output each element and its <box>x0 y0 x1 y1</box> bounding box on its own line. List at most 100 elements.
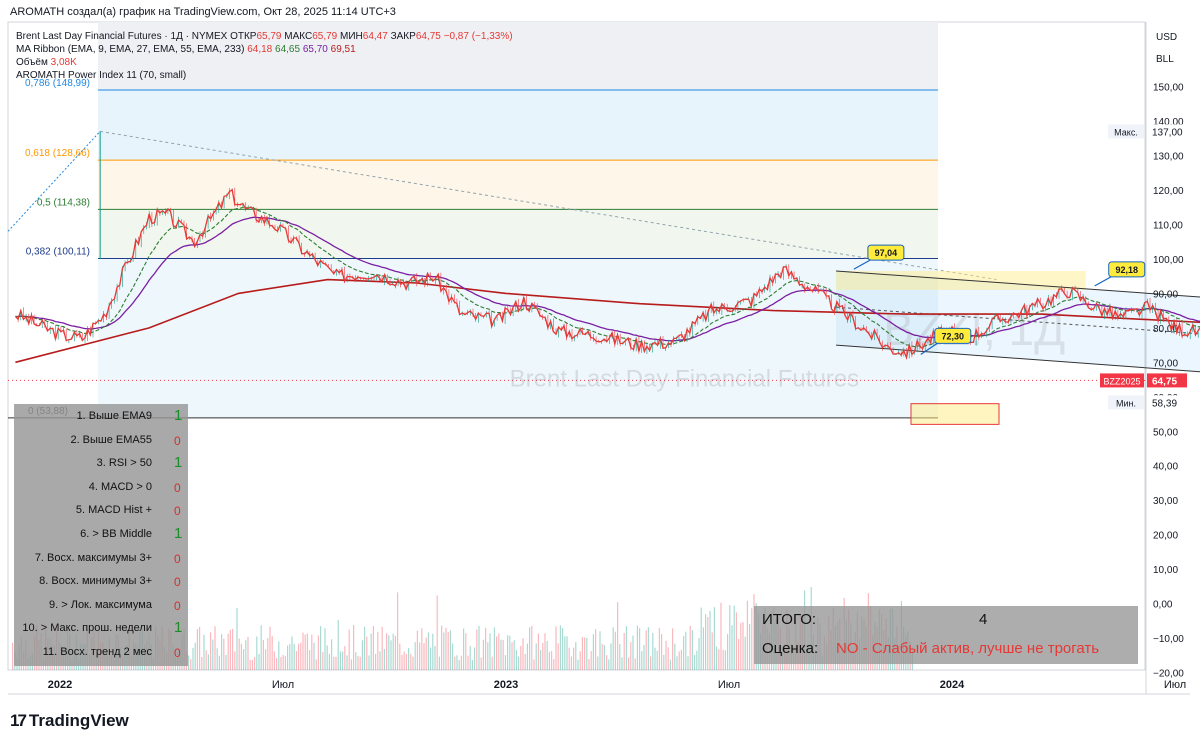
legend-ohlc[interactable]: Brent Last Day Financial Futures · 1Д · … <box>16 30 513 43</box>
volume-bar <box>432 633 434 670</box>
total-value: 4 <box>979 611 988 628</box>
volume-bar <box>751 608 753 670</box>
volume-bar <box>320 626 322 670</box>
y-tick-label: 130,00 <box>1153 152 1184 163</box>
volume-bar <box>456 655 458 670</box>
checklist-row: 8. Восх. минимумы 3+ 0 <box>14 575 188 597</box>
volume-bar <box>260 625 262 670</box>
volume-bar <box>210 632 212 670</box>
legend-indicator[interactable]: AROMATH Power Index 11 (70, small) <box>16 69 513 82</box>
fib-zone-382 <box>98 258 938 418</box>
volume-bar <box>515 649 517 670</box>
fib-zone-618 <box>98 160 938 210</box>
volume-bar <box>194 642 196 670</box>
volume-bar <box>460 655 462 670</box>
y-tick-label: 30,00 <box>1153 496 1178 507</box>
volume-bar <box>507 635 509 670</box>
legend-ribbon-label: MA Ribbon (EMA, 9, EMA, 27, EMA, 55, EMA… <box>16 44 245 55</box>
y-tick-label: 40,00 <box>1153 462 1178 473</box>
volume-bar <box>614 631 616 670</box>
volume-bar <box>650 656 652 670</box>
legend-volume-value: 3,08K <box>50 57 77 68</box>
volume-bar <box>223 638 225 670</box>
volume-bar <box>337 619 339 670</box>
checklist-value: 0 <box>174 480 181 495</box>
volume-bar <box>386 633 388 670</box>
volume-bar <box>742 622 744 670</box>
volume-bar <box>324 628 326 670</box>
tradingview-logo-icon: 17 <box>10 711 27 730</box>
volume-bar <box>542 642 544 670</box>
fib-zone-500 <box>98 209 938 259</box>
tradingview-brand[interactable]: 17 TradingView <box>10 711 129 731</box>
volume-bar <box>597 656 599 670</box>
volume-bar <box>698 638 700 670</box>
y-tick-label: 90,00 <box>1153 289 1178 300</box>
volume-bar <box>416 630 418 670</box>
volume-bar <box>740 622 742 670</box>
volume-bar <box>564 636 566 670</box>
legend-close-value: 64,75 <box>415 31 441 42</box>
extreme-tag-bg <box>1108 124 1144 139</box>
legend-ribbon-ema9: 64,18 <box>247 44 273 55</box>
volume-bar <box>423 643 425 670</box>
checklist-value: 0 <box>174 504 181 519</box>
volume-bar <box>254 656 256 670</box>
volume-bar <box>249 660 251 670</box>
volume-bar <box>579 651 581 670</box>
legend-volume[interactable]: Объём 3,08K <box>16 56 513 69</box>
volume-bar <box>353 625 355 670</box>
y-tick-label: 100,00 <box>1153 255 1184 266</box>
checklist-label: 3. RSI > 50 <box>96 457 152 470</box>
volume-bar <box>441 625 443 670</box>
legend-ribbon[interactable]: MA Ribbon (EMA, 9, EMA, 27, EMA, 55, EMA… <box>16 43 513 56</box>
volume-bar <box>276 658 278 670</box>
volume-bar <box>520 645 522 670</box>
channel-top-line <box>836 270 1200 298</box>
volume-bar <box>419 642 421 670</box>
checklist-value: 1 <box>174 619 183 637</box>
axis-currency[interactable]: USD <box>1156 32 1178 43</box>
volume-bar <box>331 639 333 670</box>
volume-bar <box>678 651 680 670</box>
legend-high-value: 65,79 <box>312 31 338 42</box>
trend-dashed-line <box>100 130 997 281</box>
volume-bar <box>421 628 423 670</box>
volume-bar <box>447 632 449 670</box>
volume-bar <box>555 626 557 670</box>
volume-bar <box>656 650 658 670</box>
volume-bar <box>700 607 702 670</box>
volume-bar <box>606 655 608 670</box>
volume-bar <box>537 633 539 670</box>
volume-bar <box>548 651 550 670</box>
volume-bar <box>628 657 630 670</box>
volume-bar <box>658 627 660 670</box>
legend-indicator-label: AROMATH Power Index 11 (70, small) <box>16 70 187 81</box>
volume-bar <box>584 637 586 670</box>
volume-bar <box>573 647 575 670</box>
volume-bar <box>434 646 436 670</box>
volume-bar <box>595 629 597 670</box>
checklist-value: 0 <box>174 598 181 613</box>
volume-bar <box>344 646 346 670</box>
ema55-line <box>15 216 1200 342</box>
volume-bar <box>348 629 350 670</box>
volume-bar <box>485 627 487 670</box>
volume-bar <box>566 636 568 670</box>
fib-level-label: 0,618 (128,66) <box>25 148 90 159</box>
volume-bar <box>467 655 469 670</box>
peak-label-text: 72,30 <box>942 331 965 341</box>
volume-bar <box>350 659 352 670</box>
checklist-value: 1 <box>174 407 183 424</box>
checklist-row: 5. MACD Hist + 0 <box>14 504 188 526</box>
x-tick-label: 2024 <box>940 679 965 691</box>
volume-bar <box>707 617 709 670</box>
extreme-value: 58,39 <box>1152 398 1177 409</box>
volume-bar <box>630 642 632 670</box>
axis-unit[interactable]: BLL <box>1156 54 1174 65</box>
volume-bar <box>192 647 194 670</box>
volume-bar <box>645 630 647 670</box>
volume-bar <box>454 656 456 670</box>
volume-bar <box>443 632 445 670</box>
